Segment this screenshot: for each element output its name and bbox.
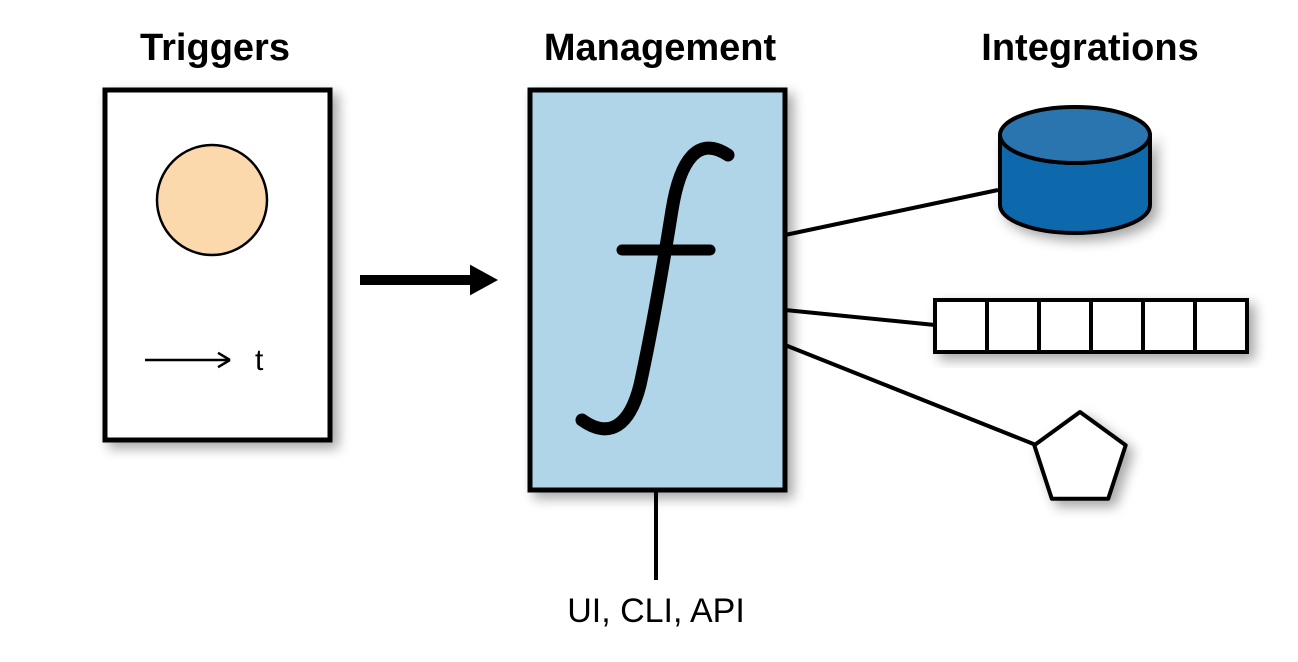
database-top	[1000, 107, 1150, 163]
connector-to_queue	[785, 310, 935, 325]
pentagon-icon	[1034, 412, 1125, 499]
management-heading: Management	[544, 27, 777, 69]
main-arrow-head-icon	[470, 265, 498, 296]
connector-to_db	[785, 190, 998, 235]
triggers-box	[105, 90, 330, 440]
time-label: t	[255, 344, 264, 377]
interfaces-label: UI, CLI, API	[567, 592, 745, 630]
integrations-heading: Integrations	[981, 27, 1198, 69]
event-circle-icon	[157, 145, 267, 255]
triggers-heading: Triggers	[140, 27, 290, 69]
queue-icon	[935, 300, 1247, 352]
connector-to_pent	[785, 345, 1036, 445]
